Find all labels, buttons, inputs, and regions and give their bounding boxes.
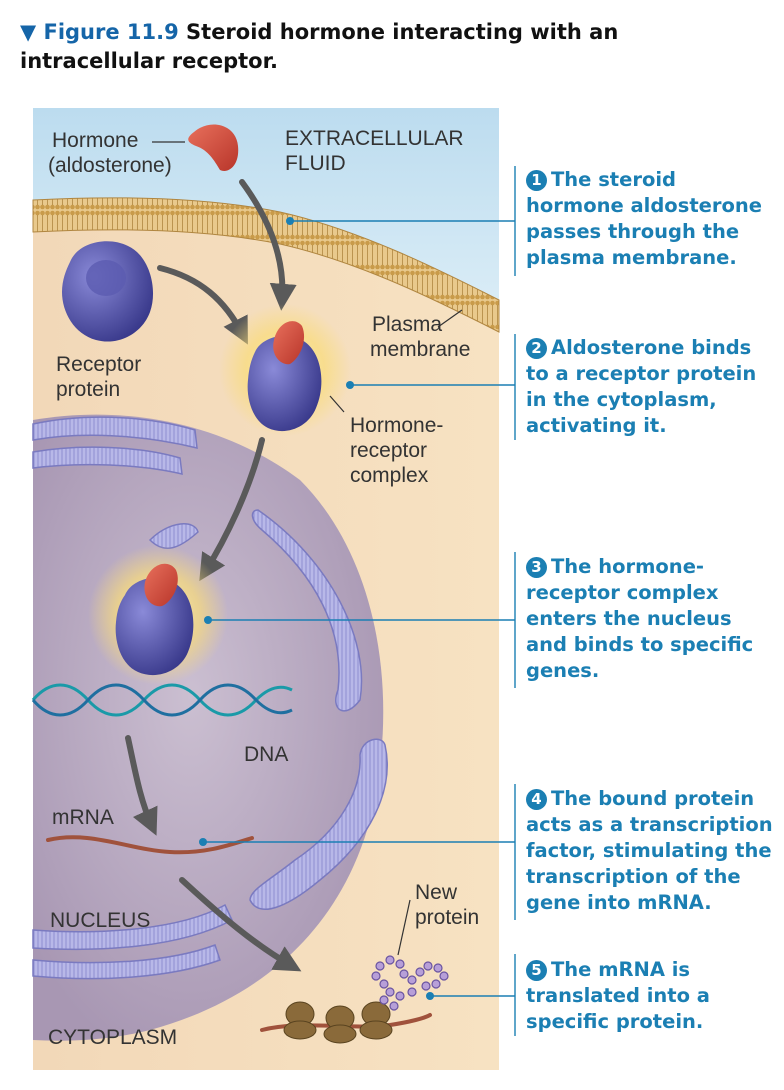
label-receptor: Receptor [56,353,142,376]
step-5-number: 5 [526,960,547,981]
label-receptor-word: receptor [350,439,428,462]
step-4-text: The bound protein acts as a transcriptio… [526,787,773,914]
label-hormone: Hormone [52,129,139,152]
label-nucleus: NUCLEUS [50,909,151,932]
label-membrane: membrane [370,338,471,361]
figure-caption: Steroid hormone interacting with an intr… [20,20,619,73]
callout-dots [199,217,434,1000]
step-5: 5 The mRNA is translated into a specific … [526,957,776,1035]
hormone-receptor-complex-cytoplasm [247,321,322,432]
label-protein: protein [56,378,121,401]
pathway-arrows [125,179,302,972]
receptor-protein [62,241,154,342]
label-cytoplasm: CYTOPLASM [48,1026,178,1049]
arrow-translation [179,877,302,972]
ribosomes [283,1001,393,1044]
label-dna: DNA [244,743,289,766]
label-new: New [415,881,458,904]
hormone-receptor-complex-nucleus [115,563,194,676]
label-mrna: mRNA [52,806,114,829]
endoplasmic-reticulum [32,416,388,980]
hormone-molecule [188,124,239,171]
callout-lines [203,166,516,1036]
label-plasma: Plasma [372,313,443,336]
step-1-number: 1 [526,170,547,191]
step-2: 2 Aldosterone binds to a receptor protein… [526,335,776,439]
label-leaders [152,141,463,956]
label-fluid: FLUID [285,152,346,175]
step-4: 4 The bound protein acts as a transcripti… [526,786,776,916]
arrow-enter-nucleus [199,437,265,582]
extracellular-region [33,108,499,300]
arrow-receptor-bind [157,265,248,345]
label-complex: complex [350,464,429,487]
step-3: 3 The hormone-receptor complex enters the… [526,554,776,684]
step-3-number: 3 [526,557,547,578]
step-2-text: Aldosterone binds to a receptor protein … [526,336,757,437]
step-4-number: 4 [526,789,547,810]
figure-title: ▼ Figure 11.9 Steroid hormone interactin… [20,18,720,76]
label-aldosterone: (aldosterone) [48,154,172,177]
step-1-text: The steroid hormone aldosterone passes t… [526,168,762,269]
step-5-text: The mRNA is translated into a specific p… [526,958,710,1033]
label-extracellular: EXTRACELLULAR [285,127,464,150]
label-new-protein: protein [415,906,480,929]
mrna-strand [46,835,254,855]
step-1: 1 The steroid hormone aldosterone passes … [526,167,776,271]
arrow-transcription [125,735,158,836]
label-hormone-dash: Hormone- [350,414,444,437]
step-2-number: 2 [526,338,547,359]
arrow-hormone-enter [239,179,297,311]
dna-helix [31,683,293,717]
step-3-text: The hormone-receptor complex enters the … [526,555,754,682]
figure-number: ▼ Figure 11.9 [20,20,179,44]
new-protein [371,955,449,1011]
